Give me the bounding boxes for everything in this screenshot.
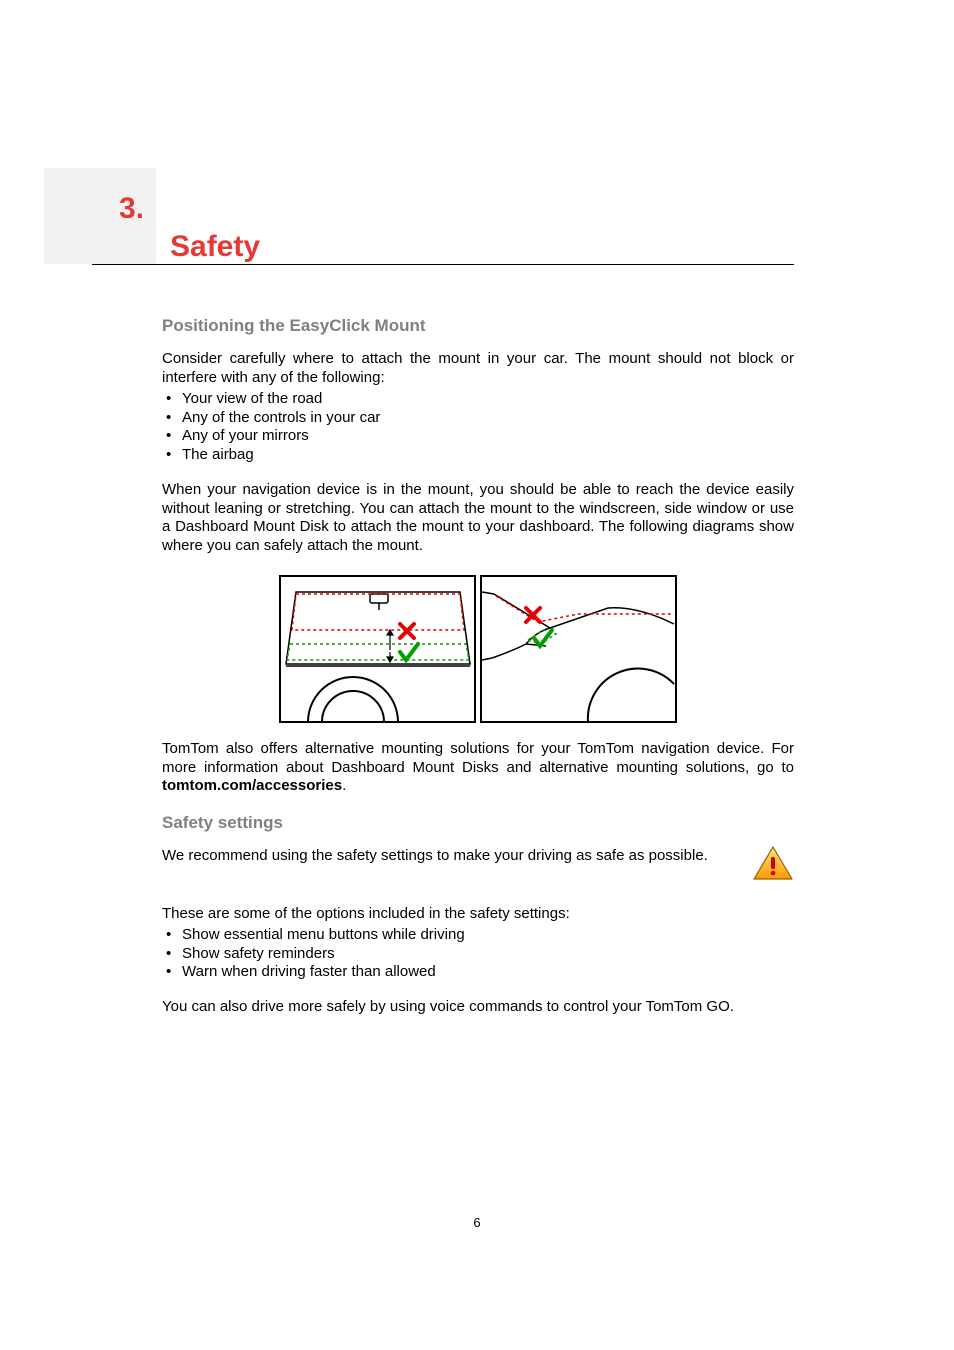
chapter-number: 3. bbox=[119, 192, 144, 226]
mount-diagram bbox=[162, 574, 794, 724]
list-item: Show essential menu buttons while drivin… bbox=[162, 926, 794, 945]
text-run: . bbox=[342, 777, 346, 794]
safety-intro-row: We recommend using the safety settings t… bbox=[162, 847, 794, 889]
page-content: Positioning the EasyClick Mount Consider… bbox=[162, 315, 794, 1017]
chapter-number-box: 3. bbox=[44, 168, 156, 264]
list-item: Any of your mirrors bbox=[162, 427, 794, 446]
section-heading-mount: Positioning the EasyClick Mount bbox=[162, 315, 794, 336]
mount-intro-text: Consider carefully where to attach the m… bbox=[162, 350, 794, 388]
text-run: TomTom also offers alternative mounting … bbox=[162, 740, 794, 776]
mount-alt-solutions-text: TomTom also offers alternative mounting … bbox=[162, 740, 794, 796]
list-item: Any of the controls in your car bbox=[162, 409, 794, 428]
mount-bullet-list: Your view of the road Any of the control… bbox=[162, 390, 794, 465]
warning-icon bbox=[752, 845, 794, 889]
safety-options-intro: These are some of the options included i… bbox=[162, 905, 794, 924]
safety-recommend-text: We recommend using the safety settings t… bbox=[162, 847, 742, 866]
chapter-rule bbox=[92, 264, 794, 265]
page-number: 6 bbox=[0, 1215, 954, 1230]
safety-bullet-list: Show essential menu buttons while drivin… bbox=[162, 926, 794, 982]
mount-diagram-svg bbox=[278, 574, 678, 724]
chapter-title: Safety bbox=[170, 206, 260, 264]
safety-voice-text: You can also drive more safely by using … bbox=[162, 998, 794, 1017]
list-item: Your view of the road bbox=[162, 390, 794, 409]
list-item: The airbag bbox=[162, 446, 794, 465]
mount-reach-text: When your navigation device is in the mo… bbox=[162, 481, 794, 556]
section-heading-safety: Safety settings bbox=[162, 812, 794, 833]
accessories-link-text: tomtom.com/accessories bbox=[162, 777, 342, 794]
chapter-header: 3. Safety bbox=[0, 168, 954, 264]
list-item: Warn when driving faster than allowed bbox=[162, 963, 794, 982]
list-item: Show safety reminders bbox=[162, 945, 794, 964]
